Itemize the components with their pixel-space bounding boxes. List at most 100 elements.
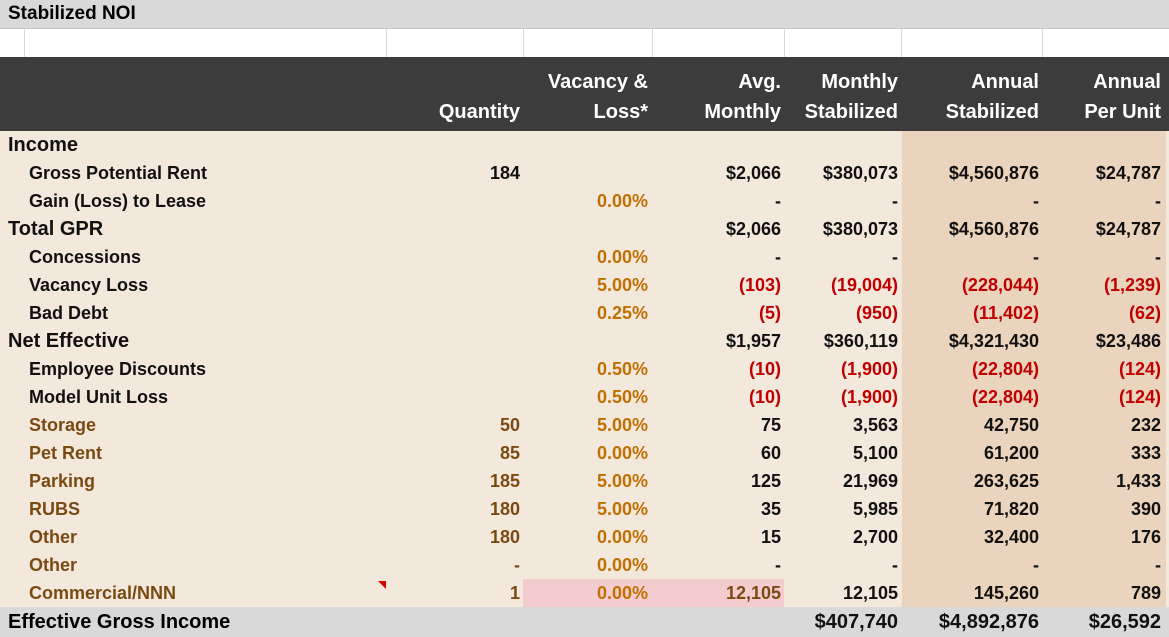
avg-monthly-cell[interactable]: [654, 131, 781, 159]
quantity-cell[interactable]: [386, 187, 520, 215]
monthly-stabilized-cell[interactable]: -: [892, 247, 898, 267]
row-label[interactable]: Model Unit Loss: [29, 387, 168, 407]
footer-per-unit[interactable]: $26,592: [1088, 611, 1161, 633]
monthly-stabilized-cell[interactable]: $380,073: [822, 163, 898, 183]
monthly-stabilized-cell[interactable]: -: [892, 191, 898, 211]
annual-stabilized-cell[interactable]: 71,820: [983, 499, 1039, 519]
row-label[interactable]: Vacancy Loss: [29, 275, 149, 295]
quantity-cell[interactable]: 1: [509, 583, 520, 603]
avg-monthly-cell[interactable]: 15: [760, 527, 781, 547]
per-unit-cell[interactable]: 176: [1130, 527, 1161, 547]
vacancy-cell[interactable]: 0.00%: [596, 443, 648, 463]
table-row[interactable]: Income: [0, 131, 1169, 159]
table-row[interactable]: Parking 185 5.00% 125 21,969 263,625 1,433: [0, 467, 1169, 495]
per-unit-cell[interactable]: $24,787: [1095, 163, 1161, 183]
row-label[interactable]: Net Effective: [8, 330, 130, 352]
footer-label[interactable]: Effective Gross Income: [8, 611, 231, 633]
row-label[interactable]: Pet Rent: [29, 443, 103, 463]
avg-monthly-cell[interactable]: 75: [760, 415, 781, 435]
footer-annual[interactable]: $4,892,876: [938, 611, 1039, 633]
vacancy-cell[interactable]: 0.25%: [596, 303, 648, 323]
title-row[interactable]: Stabilized NOI: [0, 0, 1169, 29]
quantity-cell[interactable]: [386, 215, 520, 243]
avg-monthly-cell[interactable]: $2,066: [725, 163, 781, 183]
monthly-stabilized-cell[interactable]: 21,969: [842, 471, 898, 491]
quantity-cell[interactable]: 180: [489, 527, 520, 547]
vacancy-cell[interactable]: [523, 327, 648, 355]
annual-stabilized-cell[interactable]: 145,260: [973, 583, 1039, 603]
table-row[interactable]: Gross Potential Rent 184 $2,066 $380,073 $4,…: [0, 159, 1169, 187]
quantity-cell[interactable]: [386, 355, 520, 383]
header-avg-monthly[interactable]: Avg. Monthly: [654, 67, 781, 127]
row-label[interactable]: Concessions: [29, 247, 142, 267]
per-unit-cell[interactable]: 390: [1130, 499, 1161, 519]
vacancy-cell[interactable]: 0.00%: [596, 191, 648, 211]
per-unit-cell[interactable]: $24,787: [1095, 219, 1161, 239]
quantity-cell[interactable]: [386, 271, 520, 299]
table-row[interactable]: Bad Debt 0.25% (5) (950) (11,402) (62): [0, 299, 1169, 327]
header-monthly-stabilized[interactable]: Monthly Stabilized: [785, 67, 898, 127]
row-label[interactable]: Gain (Loss) to Lease: [29, 191, 207, 211]
monthly-stabilized-cell[interactable]: (19,004): [830, 275, 898, 295]
vacancy-cell[interactable]: 5.00%: [596, 471, 648, 491]
per-unit-cell[interactable]: 1,433: [1115, 471, 1161, 491]
per-unit-cell[interactable]: (62): [1128, 303, 1161, 323]
table-row[interactable]: Storage 50 5.00% 75 3,563 42,750 232: [0, 411, 1169, 439]
table-row[interactable]: Other 180 0.00% 15 2,700 32,400 176: [0, 523, 1169, 551]
quantity-cell[interactable]: 50: [499, 415, 520, 435]
row-label[interactable]: Other: [29, 527, 78, 547]
annual-stabilized-cell[interactable]: [902, 131, 1039, 159]
header-vacancy-loss[interactable]: Vacancy & Loss*: [523, 67, 648, 127]
monthly-stabilized-cell[interactable]: -: [892, 555, 898, 575]
per-unit-cell[interactable]: (124): [1118, 387, 1161, 407]
avg-monthly-cell[interactable]: -: [775, 555, 781, 575]
avg-monthly-cell[interactable]: (10): [748, 387, 781, 407]
quantity-cell[interactable]: [386, 383, 520, 411]
annual-stabilized-cell[interactable]: -: [1033, 247, 1039, 267]
avg-monthly-cell[interactable]: (103): [738, 275, 781, 295]
quantity-cell[interactable]: 185: [489, 471, 520, 491]
quantity-cell[interactable]: [386, 243, 520, 271]
vacancy-cell[interactable]: 0.00%: [596, 527, 648, 547]
monthly-stabilized-cell[interactable]: 5,100: [852, 443, 898, 463]
annual-stabilized-cell[interactable]: (22,804): [971, 387, 1039, 407]
header-annual-per-unit[interactable]: Annual Per Unit: [1043, 67, 1161, 127]
annual-stabilized-cell[interactable]: $4,560,876: [948, 219, 1039, 239]
annual-stabilized-cell[interactable]: (22,804): [971, 359, 1039, 379]
quantity-cell[interactable]: 180: [489, 499, 520, 519]
row-label[interactable]: Storage: [29, 415, 97, 435]
blank-row[interactable]: [0, 29, 1169, 57]
annual-stabilized-cell[interactable]: -: [1033, 555, 1039, 575]
avg-monthly-cell[interactable]: -: [775, 247, 781, 267]
quantity-cell[interactable]: [386, 327, 520, 355]
vacancy-cell[interactable]: 5.00%: [596, 275, 648, 295]
table-row[interactable]: Commercial/NNN 1 0.00% 12,105 12,105 145,260 7…: [0, 579, 1169, 607]
table-row[interactable]: Employee Discounts 0.50% (10) (1,900) (22,80…: [0, 355, 1169, 383]
annual-stabilized-cell[interactable]: 32,400: [983, 527, 1039, 547]
annual-stabilized-cell[interactable]: -: [1033, 191, 1039, 211]
annual-stabilized-cell[interactable]: 42,750: [983, 415, 1039, 435]
monthly-stabilized-cell[interactable]: $360,119: [823, 331, 898, 351]
quantity-cell[interactable]: 184: [489, 163, 520, 183]
avg-monthly-cell[interactable]: 60: [760, 443, 781, 463]
footer-monthly[interactable]: $407,740: [814, 611, 898, 633]
monthly-stabilized-cell[interactable]: (1,900): [840, 387, 898, 407]
avg-monthly-cell[interactable]: 125: [750, 471, 781, 491]
monthly-stabilized-cell[interactable]: (950): [855, 303, 898, 323]
row-label[interactable]: Commercial/NNN: [29, 583, 177, 603]
per-unit-cell[interactable]: 789: [1130, 583, 1161, 603]
vacancy-cell[interactable]: 0.00%: [596, 583, 648, 603]
table-row[interactable]: Other - 0.00% - - - -: [0, 551, 1169, 579]
table-row[interactable]: Pet Rent 85 0.00% 60 5,100 61,200 333: [0, 439, 1169, 467]
avg-monthly-cell[interactable]: (5): [759, 303, 781, 323]
avg-monthly-cell[interactable]: $1,957: [725, 331, 781, 351]
table-row[interactable]: Vacancy Loss 5.00% (103) (19,004) (228,044) (…: [0, 271, 1169, 299]
vacancy-cell[interactable]: [523, 131, 648, 159]
annual-stabilized-cell[interactable]: (228,044): [961, 275, 1039, 295]
vacancy-cell[interactable]: [523, 159, 648, 187]
row-label[interactable]: Employee Discounts: [29, 359, 207, 379]
vacancy-cell[interactable]: 0.00%: [596, 247, 648, 267]
annual-stabilized-cell[interactable]: $4,560,876: [948, 163, 1039, 183]
row-label[interactable]: Other: [29, 555, 78, 575]
quantity-cell[interactable]: 85: [499, 443, 520, 463]
